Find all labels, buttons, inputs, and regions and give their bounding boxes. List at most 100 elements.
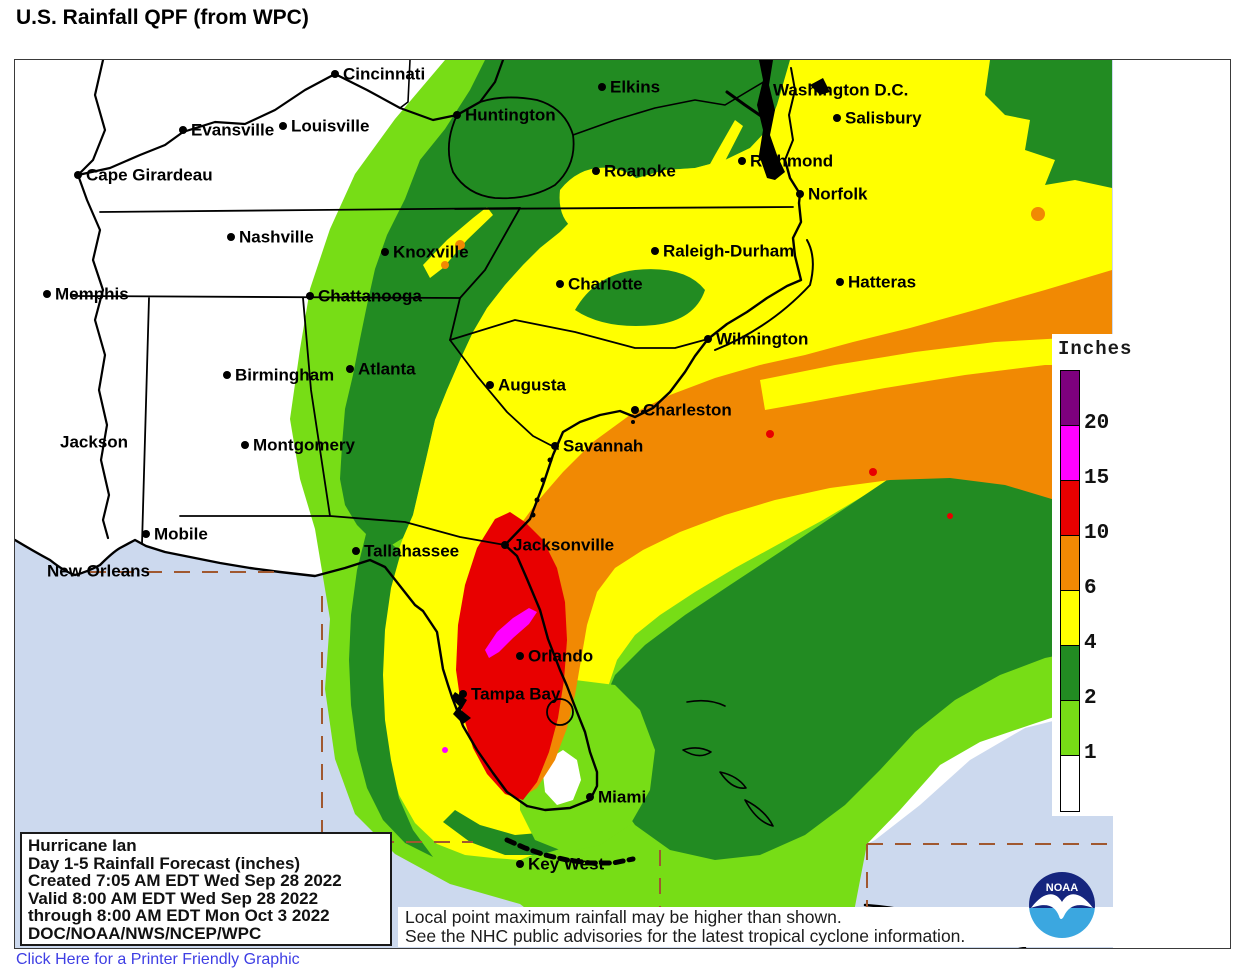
legend-seg-6 (1061, 701, 1079, 756)
printer-friendly-link[interactable]: Click Here for a Printer Friendly Graphi… (16, 951, 300, 968)
city-label-savannah: Savannah (563, 436, 644, 456)
city-label-miami: Miami (598, 787, 647, 807)
city-label-chattanooga: Chattanooga (318, 286, 422, 306)
city-label-jacksonville: Jacksonville (513, 535, 615, 555)
legend-seg-4 (1061, 591, 1079, 646)
city-dot-washington-d-c- (761, 86, 769, 94)
city-dot-evansville (179, 126, 187, 134)
city-dot-tallahassee (352, 547, 360, 555)
city-label-memphis: Memphis (55, 284, 129, 304)
map-layers (15, 60, 1113, 948)
city-label-orlando: Orlando (528, 646, 594, 666)
info-line-agency: DOC/NOAA/NWS/NCEP/WPC (28, 923, 262, 943)
city-dot-roanoke (592, 167, 600, 175)
city-label-mobile: Mobile (154, 524, 208, 544)
city-dot-birmingham (223, 371, 231, 379)
city-dot-huntington (453, 111, 461, 119)
city-dot-nashville (227, 233, 235, 241)
city-dot-tampa-bay (459, 690, 467, 698)
info-line-storm: Hurricane Ian (28, 836, 137, 855)
city-label-tallahassee: Tallahassee (364, 541, 460, 561)
legend-label-4: 4 (1084, 632, 1097, 655)
city-label-augusta: Augusta (498, 375, 566, 395)
city-dot-orlando (516, 652, 524, 660)
city-dot-augusta (486, 381, 494, 389)
city-label-atlanta: Atlanta (358, 359, 416, 379)
legend-label-15: 15 (1084, 467, 1110, 490)
legend-title: Inches (1058, 338, 1133, 360)
legend-label-20: 20 (1084, 412, 1110, 435)
city-label-charleston: Charleston (643, 400, 732, 420)
city-dot-charlotte (556, 280, 564, 288)
city-label-wilmington: Wilmington (716, 329, 809, 349)
disclaimer-note: Local point maximum rainfall may be high… (398, 907, 1130, 947)
city-dot-norfolk (796, 190, 804, 198)
rainfall-map: Cincinnati Louisville Evansville Cape Girar… (14, 59, 1231, 949)
note-line-2: See the NHC public advisories for the la… (405, 926, 966, 946)
legend-colorbar (1060, 370, 1080, 812)
city-label-nashville: Nashville (239, 227, 314, 247)
city-label-new-orleans: New Orleans (47, 561, 150, 581)
city-dot-hatteras (836, 278, 844, 286)
info-line-product: Day 1-5 Rainfall Forecast (inches) (28, 853, 301, 873)
city-dot-knoxville (381, 248, 389, 256)
city-dot-richmond (738, 157, 746, 165)
city-label-jackson: Jackson (60, 432, 129, 452)
city-dot-charleston (631, 406, 639, 414)
city-dot-atlanta (346, 365, 354, 373)
legend-seg-5 (1061, 646, 1079, 701)
info-line-created: Created 7:05 AM EDT Wed Sep 28 2022 (28, 871, 342, 890)
legend-seg-2 (1061, 481, 1079, 536)
city-dot-memphis (43, 290, 51, 298)
city-dot-mobile (142, 530, 150, 538)
city-dot-key-west (516, 860, 524, 868)
page-title: U.S. Rainfall QPF (from WPC) (16, 6, 309, 29)
city-dot-salisbury (833, 114, 841, 122)
city-dot-louisville (279, 122, 287, 130)
map-graphic (15, 60, 1230, 948)
city-label-charlotte: Charlotte (568, 274, 643, 294)
city-label-washington-d-c-: Washington D.C. (773, 80, 909, 100)
forecast-info-box: Hurricane Ian Day 1-5 Rainfall Forecast … (20, 832, 392, 946)
city-label-cape-girardeau: Cape Girardeau (86, 165, 213, 185)
city-label-birmingham: Birmingham (235, 365, 335, 385)
noaa-logo-text: NOAA (1046, 882, 1078, 894)
legend-seg-0 (1061, 371, 1079, 426)
note-line-1: Local point maximum rainfall may be high… (405, 907, 842, 927)
city-label-norfolk: Norfolk (808, 184, 868, 204)
noaa-logo: NOAA (1027, 870, 1097, 940)
legend-label-6: 6 (1084, 577, 1097, 600)
city-dot-elkins (598, 83, 606, 91)
city-dot-raleigh-durham (651, 247, 659, 255)
city-dot-chattanooga (306, 292, 314, 300)
city-label-richmond: Richmond (750, 151, 834, 171)
city-dot-cape-girardeau (74, 171, 82, 179)
city-label-raleigh-durham: Raleigh-Durham (663, 241, 795, 261)
city-label-key-west: Key West (528, 854, 605, 874)
city-label-huntington: Huntington (465, 105, 556, 125)
city-dot-wilmington (704, 335, 712, 343)
city-label-knoxville: Knoxville (393, 242, 469, 262)
city-dot-cincinnati (331, 70, 339, 78)
city-dot-montgomery (241, 441, 249, 449)
city-label-louisville: Louisville (291, 116, 370, 136)
city-label-hatteras: Hatteras (848, 272, 917, 292)
legend-seg-1 (1061, 426, 1079, 481)
city-label-evansville: Evansville (191, 120, 275, 140)
legend-label-2: 2 (1084, 687, 1097, 710)
city-label-salisbury: Salisbury (845, 108, 922, 128)
city-label-tampa-bay: Tampa Bay (471, 684, 561, 704)
info-line-through: through 8:00 AM EDT Mon Oct 3 2022 (28, 906, 330, 925)
city-dot-jacksonville (501, 541, 509, 549)
city-label-roanoke: Roanoke (604, 161, 676, 181)
city-label-cincinnati: Cincinnati (343, 64, 426, 84)
city-dot-savannah (551, 442, 559, 450)
city-dot-miami (586, 793, 594, 801)
marine-zone-dashed-lines (90, 571, 1107, 944)
city-label-montgomery: Montgomery (253, 435, 355, 455)
legend-seg-3 (1061, 536, 1079, 591)
city-label-elkins: Elkins (610, 77, 661, 97)
legend-label-10: 10 (1084, 522, 1110, 545)
legend-seg-7 (1061, 756, 1079, 811)
